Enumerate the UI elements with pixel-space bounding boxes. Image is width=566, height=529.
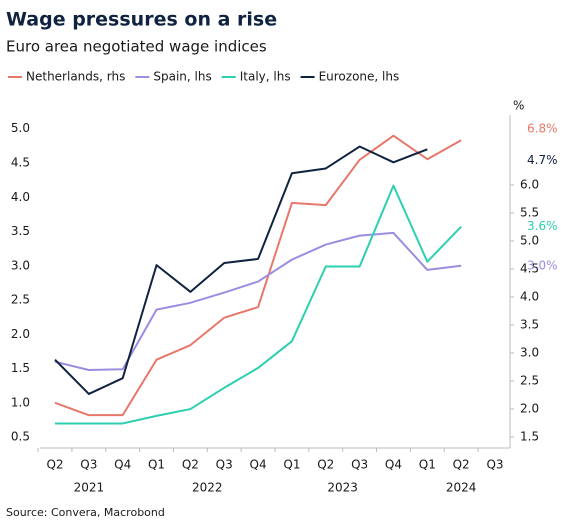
legend-label: Italy, lhs — [240, 70, 291, 84]
y-tick-label: 3.5 — [11, 224, 30, 238]
x-tick-label: Q3 — [80, 458, 97, 472]
legend-label: Spain, lhs — [153, 70, 211, 84]
series-line — [55, 184, 462, 425]
y-tick-label: 2.0 — [11, 327, 30, 341]
series-line — [54, 145, 428, 395]
chart-subtitle: Euro area negotiated wage indices — [6, 38, 267, 56]
value-label: 6.8% — [527, 122, 558, 136]
y-tick-label: 2.5 — [11, 293, 30, 307]
value-label: 3.0% — [527, 258, 558, 272]
x-tick-label: Q4 — [250, 458, 267, 472]
legend-label: Eurozone, lhs — [319, 70, 400, 84]
y-tick-label: 1.5 — [11, 361, 30, 375]
x-tick-label: Q1 — [283, 458, 300, 472]
y-tick-label: 0.5 — [11, 430, 30, 444]
y2-tick-label: 2.5 — [520, 374, 539, 388]
year-label: 2023 — [327, 481, 358, 495]
x-tick-label: Q2 — [46, 458, 63, 472]
x-tick-label: Q3 — [351, 458, 368, 472]
x-tick-label: Q2 — [453, 458, 470, 472]
series-line — [54, 134, 462, 417]
y2-tick-label: 2.0 — [520, 402, 539, 416]
y-tick-label: 3.0 — [11, 258, 30, 272]
y2-tick-label: 3.5 — [520, 318, 539, 332]
legend-label: Netherlands, rhs — [26, 70, 125, 84]
y2-tick-label: 6.0 — [520, 178, 539, 192]
y-tick-label: 4.0 — [11, 190, 30, 204]
year-label: 2022 — [192, 481, 223, 495]
x-tick-label: Q2 — [182, 458, 199, 472]
y2-tick-label: 1.5 — [520, 430, 539, 444]
source: Source: Convera, Macrobond — [6, 506, 165, 519]
x-tick-label: Q3 — [486, 458, 503, 472]
y2-tick-label: 5.5 — [520, 206, 539, 220]
x-tick-label: Q3 — [216, 458, 233, 472]
x-tick-label: Q1 — [148, 458, 165, 472]
x-tick-label: Q1 — [419, 458, 436, 472]
y2-tick-label: 3.0 — [520, 346, 539, 360]
x-tick-label: Q4 — [385, 458, 402, 472]
value-label: 4.7% — [527, 153, 558, 167]
year-label: 2024 — [446, 481, 477, 495]
year-label: 2021 — [74, 481, 105, 495]
y2-tick-label: 4.0 — [520, 290, 539, 304]
series-line — [54, 231, 462, 371]
y-tick-label: 5.0 — [11, 121, 30, 135]
y-tick-label: 1.0 — [11, 395, 30, 409]
x-tick-label: Q4 — [114, 458, 131, 472]
chart-title: Wage pressures on a rise — [6, 9, 277, 31]
y2-axis-label: % — [513, 99, 524, 113]
y2-tick-label: 4.5 — [520, 262, 539, 276]
x-tick-label: Q2 — [317, 458, 334, 472]
value-label: 3.6% — [527, 219, 558, 233]
y2-tick-label: 5.0 — [520, 234, 539, 248]
y-tick-label: 4.5 — [11, 155, 30, 169]
